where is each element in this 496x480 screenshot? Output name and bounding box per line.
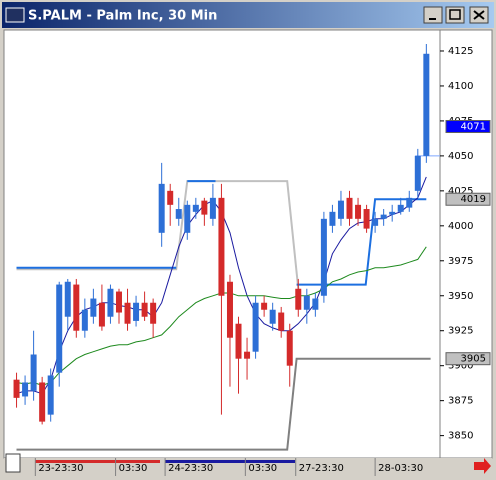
candle-body <box>226 281 233 338</box>
candle-body <box>192 204 199 212</box>
x-tick-label: 24-23:30 <box>168 463 213 474</box>
maximize-glyph <box>449 9 461 20</box>
candle-body <box>278 312 285 331</box>
candle-body <box>329 211 336 226</box>
candle-body <box>47 375 54 415</box>
price-marker <box>445 120 491 134</box>
candle-body <box>346 197 353 219</box>
candle-body <box>218 197 225 296</box>
window-title: S.PALM - Palm Inc, 30 Min <box>28 9 217 24</box>
candle-body <box>167 190 174 205</box>
session-band <box>35 460 160 463</box>
y-tick-label: 4100 <box>448 81 473 92</box>
candle-body <box>56 284 63 373</box>
app-icon[interactable] <box>5 7 25 23</box>
price-marker-label: 4019 <box>461 194 486 205</box>
candle-body <box>158 183 165 233</box>
candle-body <box>320 218 327 296</box>
candle-body <box>22 382 29 397</box>
candle-body <box>235 323 242 359</box>
title-bar[interactable] <box>2 2 494 28</box>
candle-body <box>252 302 259 352</box>
candle-body <box>389 211 396 215</box>
y-tick-label: 3850 <box>448 431 473 442</box>
y-tick-label: 4025 <box>448 186 473 197</box>
scroll-arrow[interactable] <box>474 458 491 474</box>
candle-body <box>201 200 208 215</box>
candle-body <box>355 204 362 219</box>
candle-body <box>286 330 293 366</box>
window-buttons <box>423 6 489 24</box>
candle-body <box>363 209 370 229</box>
x-tick-label: 27-23:30 <box>299 463 344 474</box>
candle-body <box>39 382 46 422</box>
level-line <box>16 357 431 451</box>
price-marker <box>445 352 491 366</box>
minimize-button[interactable] <box>423 6 443 24</box>
x-tick-label: 28-03:30 <box>378 463 423 474</box>
candle-body <box>73 284 80 331</box>
candle-body <box>372 218 379 226</box>
candle-body <box>209 197 216 219</box>
x-tick-label: 03:30 <box>248 463 277 474</box>
candle-body <box>244 351 251 359</box>
y-tick-label: 3975 <box>448 256 473 267</box>
price-marker <box>445 192 491 206</box>
candle-body <box>141 302 148 317</box>
price-marker-label: 3905 <box>461 354 486 365</box>
candle-body <box>406 197 413 208</box>
close-glyph <box>473 10 485 20</box>
candle-body <box>397 204 404 212</box>
candle-body <box>64 281 71 317</box>
candle-body <box>303 295 310 310</box>
candle-body <box>107 288 114 317</box>
y-tick-label: 4000 <box>448 221 473 232</box>
candle-body <box>414 155 421 191</box>
y-tick-label: 3900 <box>448 361 473 372</box>
y-tick-label: 3875 <box>448 396 473 407</box>
y-tick-label: 4125 <box>448 46 473 57</box>
candle-body <box>81 309 88 331</box>
session-band <box>165 460 295 463</box>
y-tick-label: 3950 <box>448 291 473 302</box>
candle-body <box>30 354 37 391</box>
candle-body <box>150 302 157 324</box>
candle-body <box>124 302 131 324</box>
candle-body <box>295 288 302 310</box>
candle-body <box>261 302 268 310</box>
candle-body <box>184 204 191 233</box>
chart-area <box>3 29 493 459</box>
x-tick-label: 23-23:30 <box>38 463 83 474</box>
plot: 3850387539003925395039754000402540504075… <box>13 43 491 476</box>
candle-body <box>98 302 105 327</box>
candle-body <box>337 200 344 219</box>
scroll-box[interactable] <box>5 453 21 473</box>
y-tick-label: 4050 <box>448 151 473 162</box>
price-marker-label: 4071 <box>461 122 486 133</box>
candle-body <box>115 291 122 313</box>
candle-body <box>90 298 97 317</box>
x-tick-label: 03:30 <box>119 463 148 474</box>
candle-body <box>423 53 430 156</box>
candle-body <box>13 379 20 398</box>
candle-body <box>380 214 387 219</box>
candle-body <box>133 302 140 321</box>
candle-body <box>312 298 319 310</box>
candle-body <box>175 209 182 219</box>
y-tick-label: 3925 <box>448 326 473 337</box>
candle-body <box>269 309 276 324</box>
